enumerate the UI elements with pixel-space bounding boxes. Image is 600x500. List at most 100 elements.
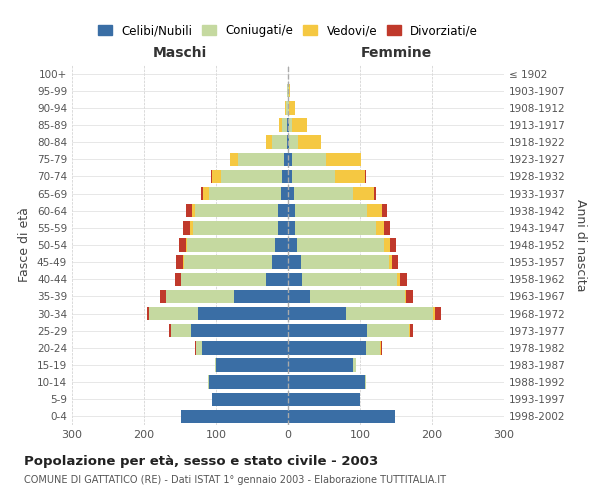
Bar [201,187,203,200]
Bar [191,324,288,338]
Bar [288,341,366,354]
Bar [281,187,288,200]
Bar [183,256,184,269]
Bar [266,272,288,286]
Bar [298,136,321,149]
Bar [216,358,288,372]
Bar [230,152,238,166]
Bar [353,358,356,372]
Bar [409,324,410,338]
Bar [288,118,289,132]
Bar [181,272,266,286]
Bar [365,170,366,183]
Bar [234,290,288,303]
Bar [392,256,398,269]
Bar [389,256,392,269]
Bar [288,101,289,114]
Bar [288,187,294,200]
Bar [433,307,435,320]
Bar [198,307,288,320]
Bar [288,290,310,303]
Bar [288,324,367,338]
Bar [238,152,284,166]
Bar [281,118,287,132]
Bar [301,256,389,269]
Bar [284,152,288,166]
Bar [294,187,353,200]
Bar [335,170,365,183]
Bar [400,272,407,286]
Bar [310,290,404,303]
Bar [295,221,376,234]
Bar [195,341,196,354]
Bar [292,118,307,132]
Bar [211,170,212,183]
Bar [406,290,413,303]
Bar [272,256,288,269]
Bar [365,376,366,389]
Bar [176,256,183,269]
Bar [175,272,181,286]
Bar [280,118,281,132]
Bar [288,272,302,286]
Bar [191,204,195,218]
Bar [278,221,288,234]
Bar [275,238,288,252]
Bar [374,187,376,200]
Bar [296,238,385,252]
Bar [346,307,433,320]
Bar [187,238,275,252]
Bar [397,272,400,286]
Bar [208,376,209,389]
Bar [367,204,382,218]
Bar [190,221,193,234]
Bar [287,84,288,98]
Bar [353,187,374,200]
Bar [390,238,396,252]
Bar [203,187,209,200]
Bar [381,341,382,354]
Bar [326,152,361,166]
Bar [288,410,395,423]
Bar [179,238,186,252]
Bar [288,358,353,372]
Bar [295,204,367,218]
Bar [181,410,288,423]
Text: COMUNE DI GATTATICO (RE) - Dati ISTAT 1° gennaio 2003 - Elaborazione TUTTITALIA.: COMUNE DI GATTATICO (RE) - Dati ISTAT 1°… [24,475,446,485]
Bar [366,341,380,354]
Bar [186,204,191,218]
Bar [221,170,282,183]
Bar [288,376,365,389]
Bar [286,101,288,114]
Bar [289,101,295,114]
Bar [302,272,397,286]
Bar [288,136,289,149]
Bar [147,307,149,320]
Bar [272,136,287,149]
Bar [166,290,234,303]
Bar [282,170,288,183]
Bar [149,307,198,320]
Text: Popolazione per età, sesso e stato civile - 2003: Popolazione per età, sesso e stato civil… [24,455,378,468]
Bar [435,307,440,320]
Bar [288,204,295,218]
Bar [288,392,360,406]
Legend: Celibi/Nubili, Coniugati/e, Vedovi/e, Divorziati/e: Celibi/Nubili, Coniugati/e, Vedovi/e, Di… [94,20,482,40]
Y-axis label: Fasce di età: Fasce di età [19,208,31,282]
Y-axis label: Anni di nascita: Anni di nascita [574,198,587,291]
Bar [404,290,406,303]
Bar [183,221,190,234]
Bar [367,324,409,338]
Bar [170,324,191,338]
Bar [288,256,301,269]
Bar [266,136,272,149]
Bar [289,136,298,149]
Bar [380,341,381,354]
Bar [186,238,187,252]
Bar [215,358,216,372]
Bar [288,307,346,320]
Bar [292,170,335,183]
Bar [385,221,390,234]
Bar [193,221,278,234]
Bar [184,256,272,269]
